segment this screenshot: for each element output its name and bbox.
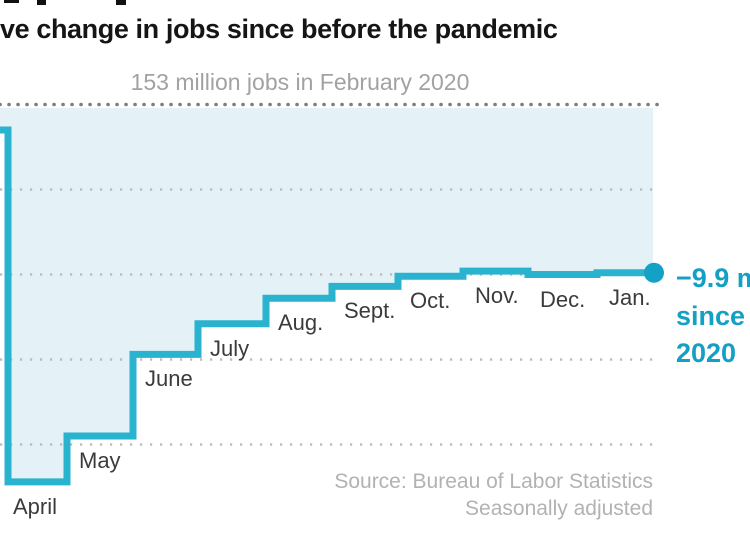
annotation-line-3: 2020: [676, 338, 737, 368]
month-label-may: May: [79, 448, 121, 473]
endpoint-annotation: −9.9 m since 2020: [676, 260, 750, 373]
endpoint-dot: [644, 262, 664, 283]
cropped-text-fragment: [37, 0, 46, 5]
cropped-text-fragment: [4, 0, 19, 3]
month-label-july: July: [210, 335, 250, 361]
month-label-oct: Oct.: [410, 288, 451, 314]
month-label-dec: Dec.: [540, 286, 586, 312]
month-label-nov: Nov.: [475, 283, 519, 309]
month-label-aug: Aug.: [278, 310, 324, 336]
chart-title: ve change in jobs since before the pande…: [0, 14, 558, 44]
month-label-sept: Sept.: [344, 298, 396, 324]
annotation-line-2: since: [676, 300, 746, 331]
source-line: Source: Bureau of Labor Statistics: [334, 470, 653, 493]
month-label-june: June: [145, 366, 193, 392]
source-line: Seasonally adjusted: [465, 496, 653, 520]
step-line: [0, 126, 654, 486]
baseline-label: 153 million jobs in February 2020: [130, 69, 470, 95]
source-credit: Source: Bureau of Labor Statistics Seaso…: [233, 469, 653, 522]
month-label-april: April: [13, 493, 58, 519]
annotation-line-1: −9.9 m: [676, 263, 750, 293]
cropped-text-fragment: [116, 0, 126, 5]
month-label-jan: Jan.: [609, 284, 651, 310]
